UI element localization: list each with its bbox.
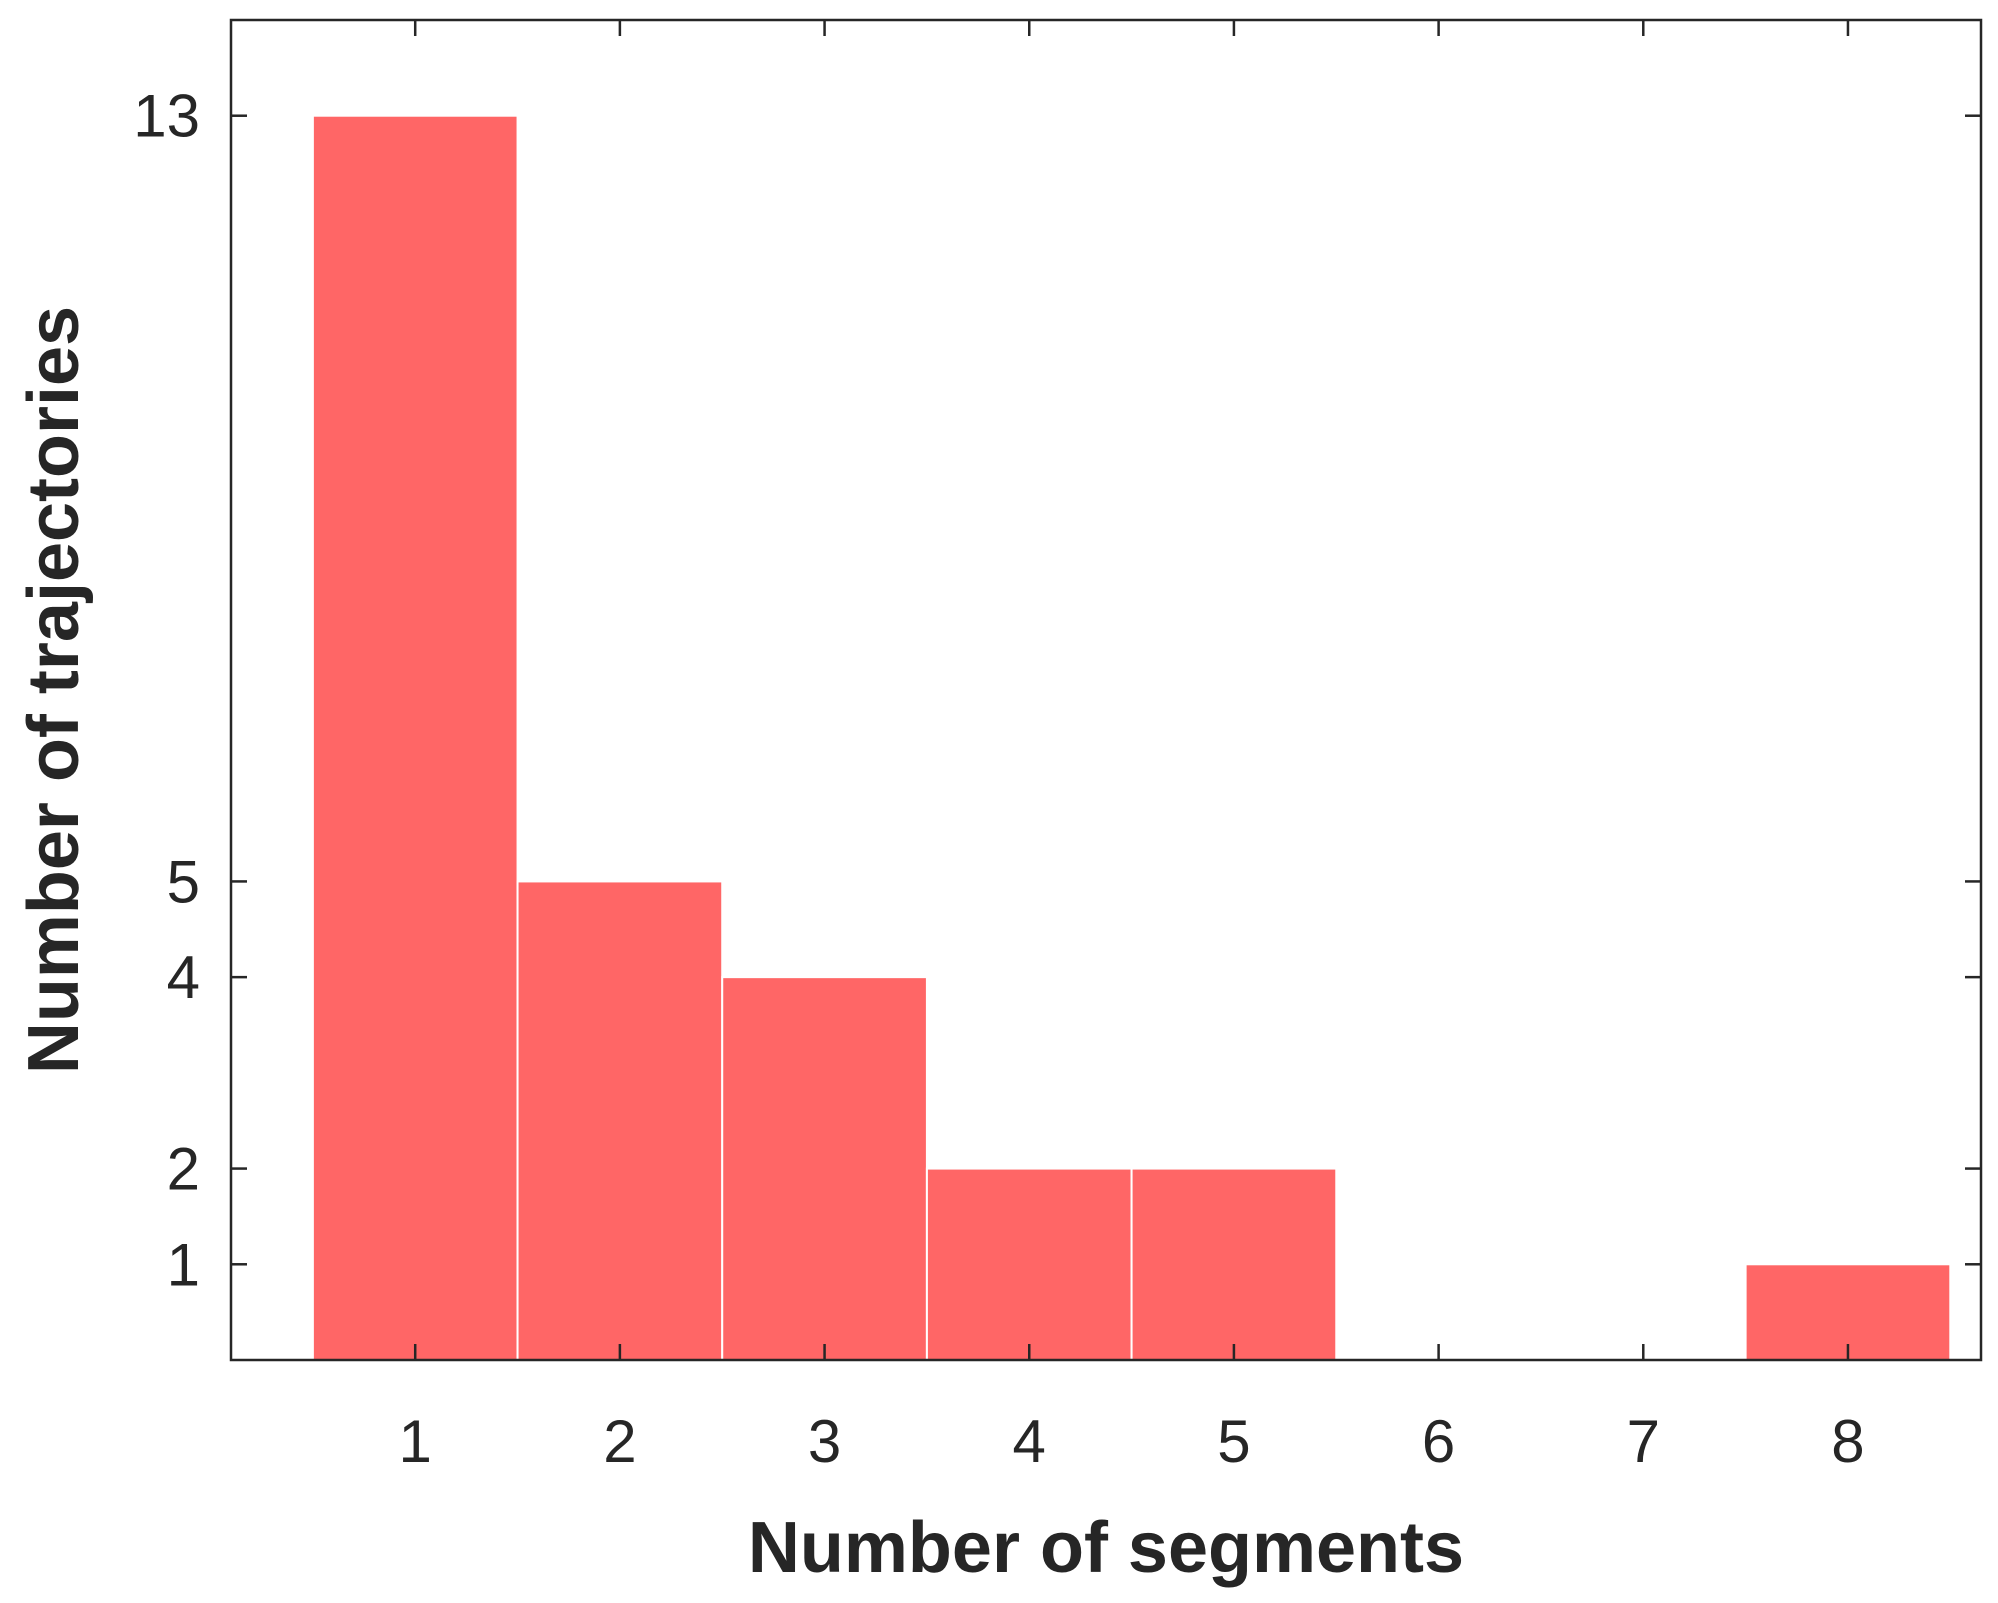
y-tick-label-5: 5	[167, 848, 200, 915]
x-tick-label-7: 7	[1627, 1408, 1660, 1475]
ticks-layer: 1 2 3 4 5 6 7 8 1 2 4 5 13	[133, 20, 1981, 1475]
bars-layer	[311, 114, 1952, 1362]
bar-5	[1130, 1167, 1338, 1361]
x-tick-label-2: 2	[603, 1408, 636, 1475]
y-axis-title: Number of trajectories	[14, 306, 94, 1074]
x-tick-label-3: 3	[808, 1408, 841, 1475]
x-axis-title: Number of segments	[748, 1508, 1464, 1588]
x-tick-label-1: 1	[399, 1408, 432, 1475]
axes-box	[229, 18, 1983, 1362]
y-tick-label-2: 2	[167, 1136, 200, 1203]
y-tick-label-13: 13	[133, 83, 200, 150]
bar-3	[721, 976, 928, 1362]
x-tick-label-8: 8	[1831, 1408, 1864, 1475]
x-tick-label-6: 6	[1422, 1408, 1455, 1475]
x-tick-label-4: 4	[1013, 1408, 1046, 1475]
bar-2	[516, 880, 724, 1362]
x-tick-label-5: 5	[1217, 1408, 1250, 1475]
bar-1	[311, 114, 519, 1362]
bar-4	[925, 1167, 1133, 1361]
y-tick-label-1: 1	[167, 1231, 200, 1298]
y-tick-label-4: 4	[167, 944, 200, 1011]
